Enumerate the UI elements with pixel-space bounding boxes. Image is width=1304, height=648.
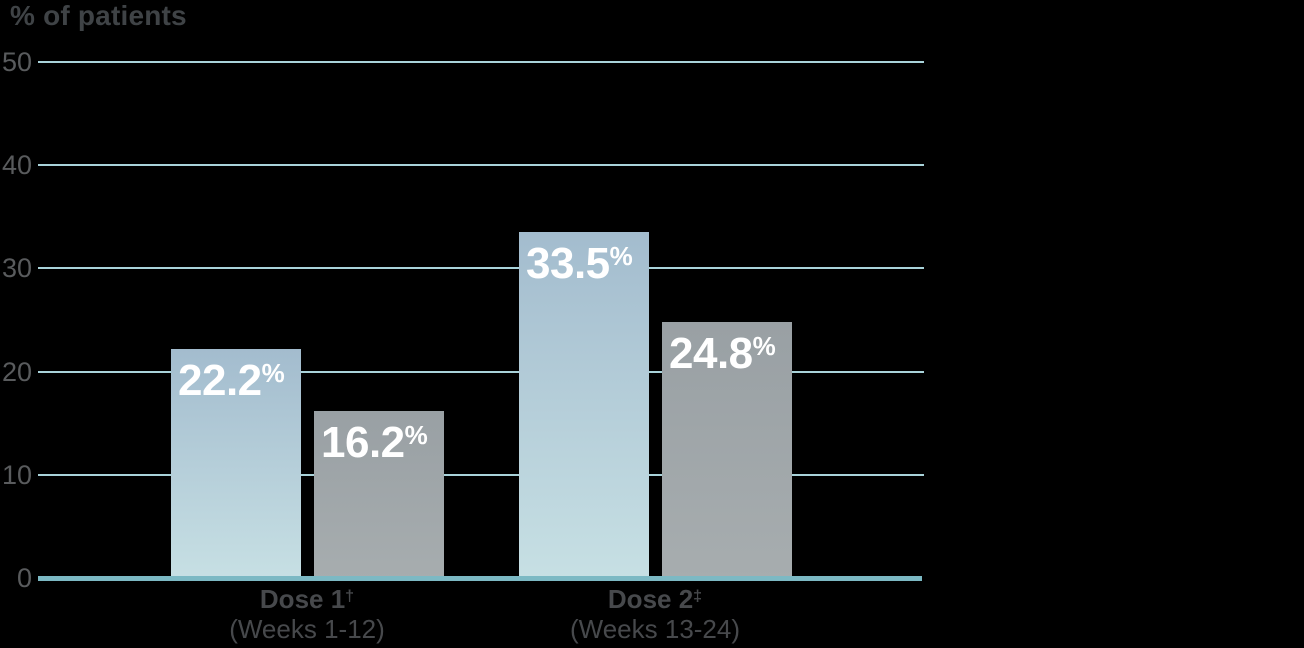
x-group-label-sub: (Weeks 13-24) (569, 614, 741, 644)
percent-sign: % (261, 357, 285, 388)
percent-sign: % (609, 241, 633, 272)
x-axis-baseline (38, 576, 922, 581)
bar-value-label: 22.2% (178, 356, 285, 406)
bar-value-number: 33.5 (526, 239, 610, 289)
bar-value-label: 33.5% (526, 239, 633, 289)
y-tick-label: 10 (1, 459, 32, 490)
y-tick-label: 50 (1, 47, 32, 77)
y-axis-title: % of patients (10, 0, 187, 31)
y-tick-label: 0 (16, 563, 32, 593)
bar-value-label: 16.2% (321, 418, 428, 468)
bar-gray-bars-group1: 16.2% (314, 410, 444, 580)
percent-sign: % (404, 419, 428, 450)
gridline (38, 61, 924, 63)
bar-blue-bars-group2: 33.5% (519, 232, 649, 580)
x-group-label-sub: (Weeks 1-12) (229, 614, 385, 644)
bar-value-number: 24.8 (669, 329, 753, 379)
bar-value-number: 16.2 (321, 417, 405, 467)
bar-blue-bars-group1: 22.2% (171, 348, 301, 580)
gridline (38, 164, 924, 167)
percent-sign: % (752, 331, 776, 362)
bar-value-number: 22.2 (178, 355, 262, 405)
x-group-label-1: Dose 1† (Weeks 1-12) (167, 584, 447, 644)
y-tick-label: 20 (1, 356, 32, 387)
y-tick-label: 40 (1, 150, 32, 181)
x-group-label-2: Dose 2‡ (Weeks 13-24) (515, 584, 795, 644)
footnote-marker: ‡ (693, 588, 703, 605)
bar-gray-bars-group2: 24.8% (662, 322, 792, 580)
gridline (38, 473, 924, 476)
gridline (38, 267, 924, 270)
gridline (38, 370, 924, 373)
footnote-marker: † (345, 588, 355, 605)
x-group-label-main: Dose 1† (259, 584, 355, 614)
bar-value-label: 24.8% (669, 329, 776, 379)
x-group-label-main: Dose 2‡ (607, 584, 703, 614)
y-tick-label: 30 (1, 253, 32, 284)
